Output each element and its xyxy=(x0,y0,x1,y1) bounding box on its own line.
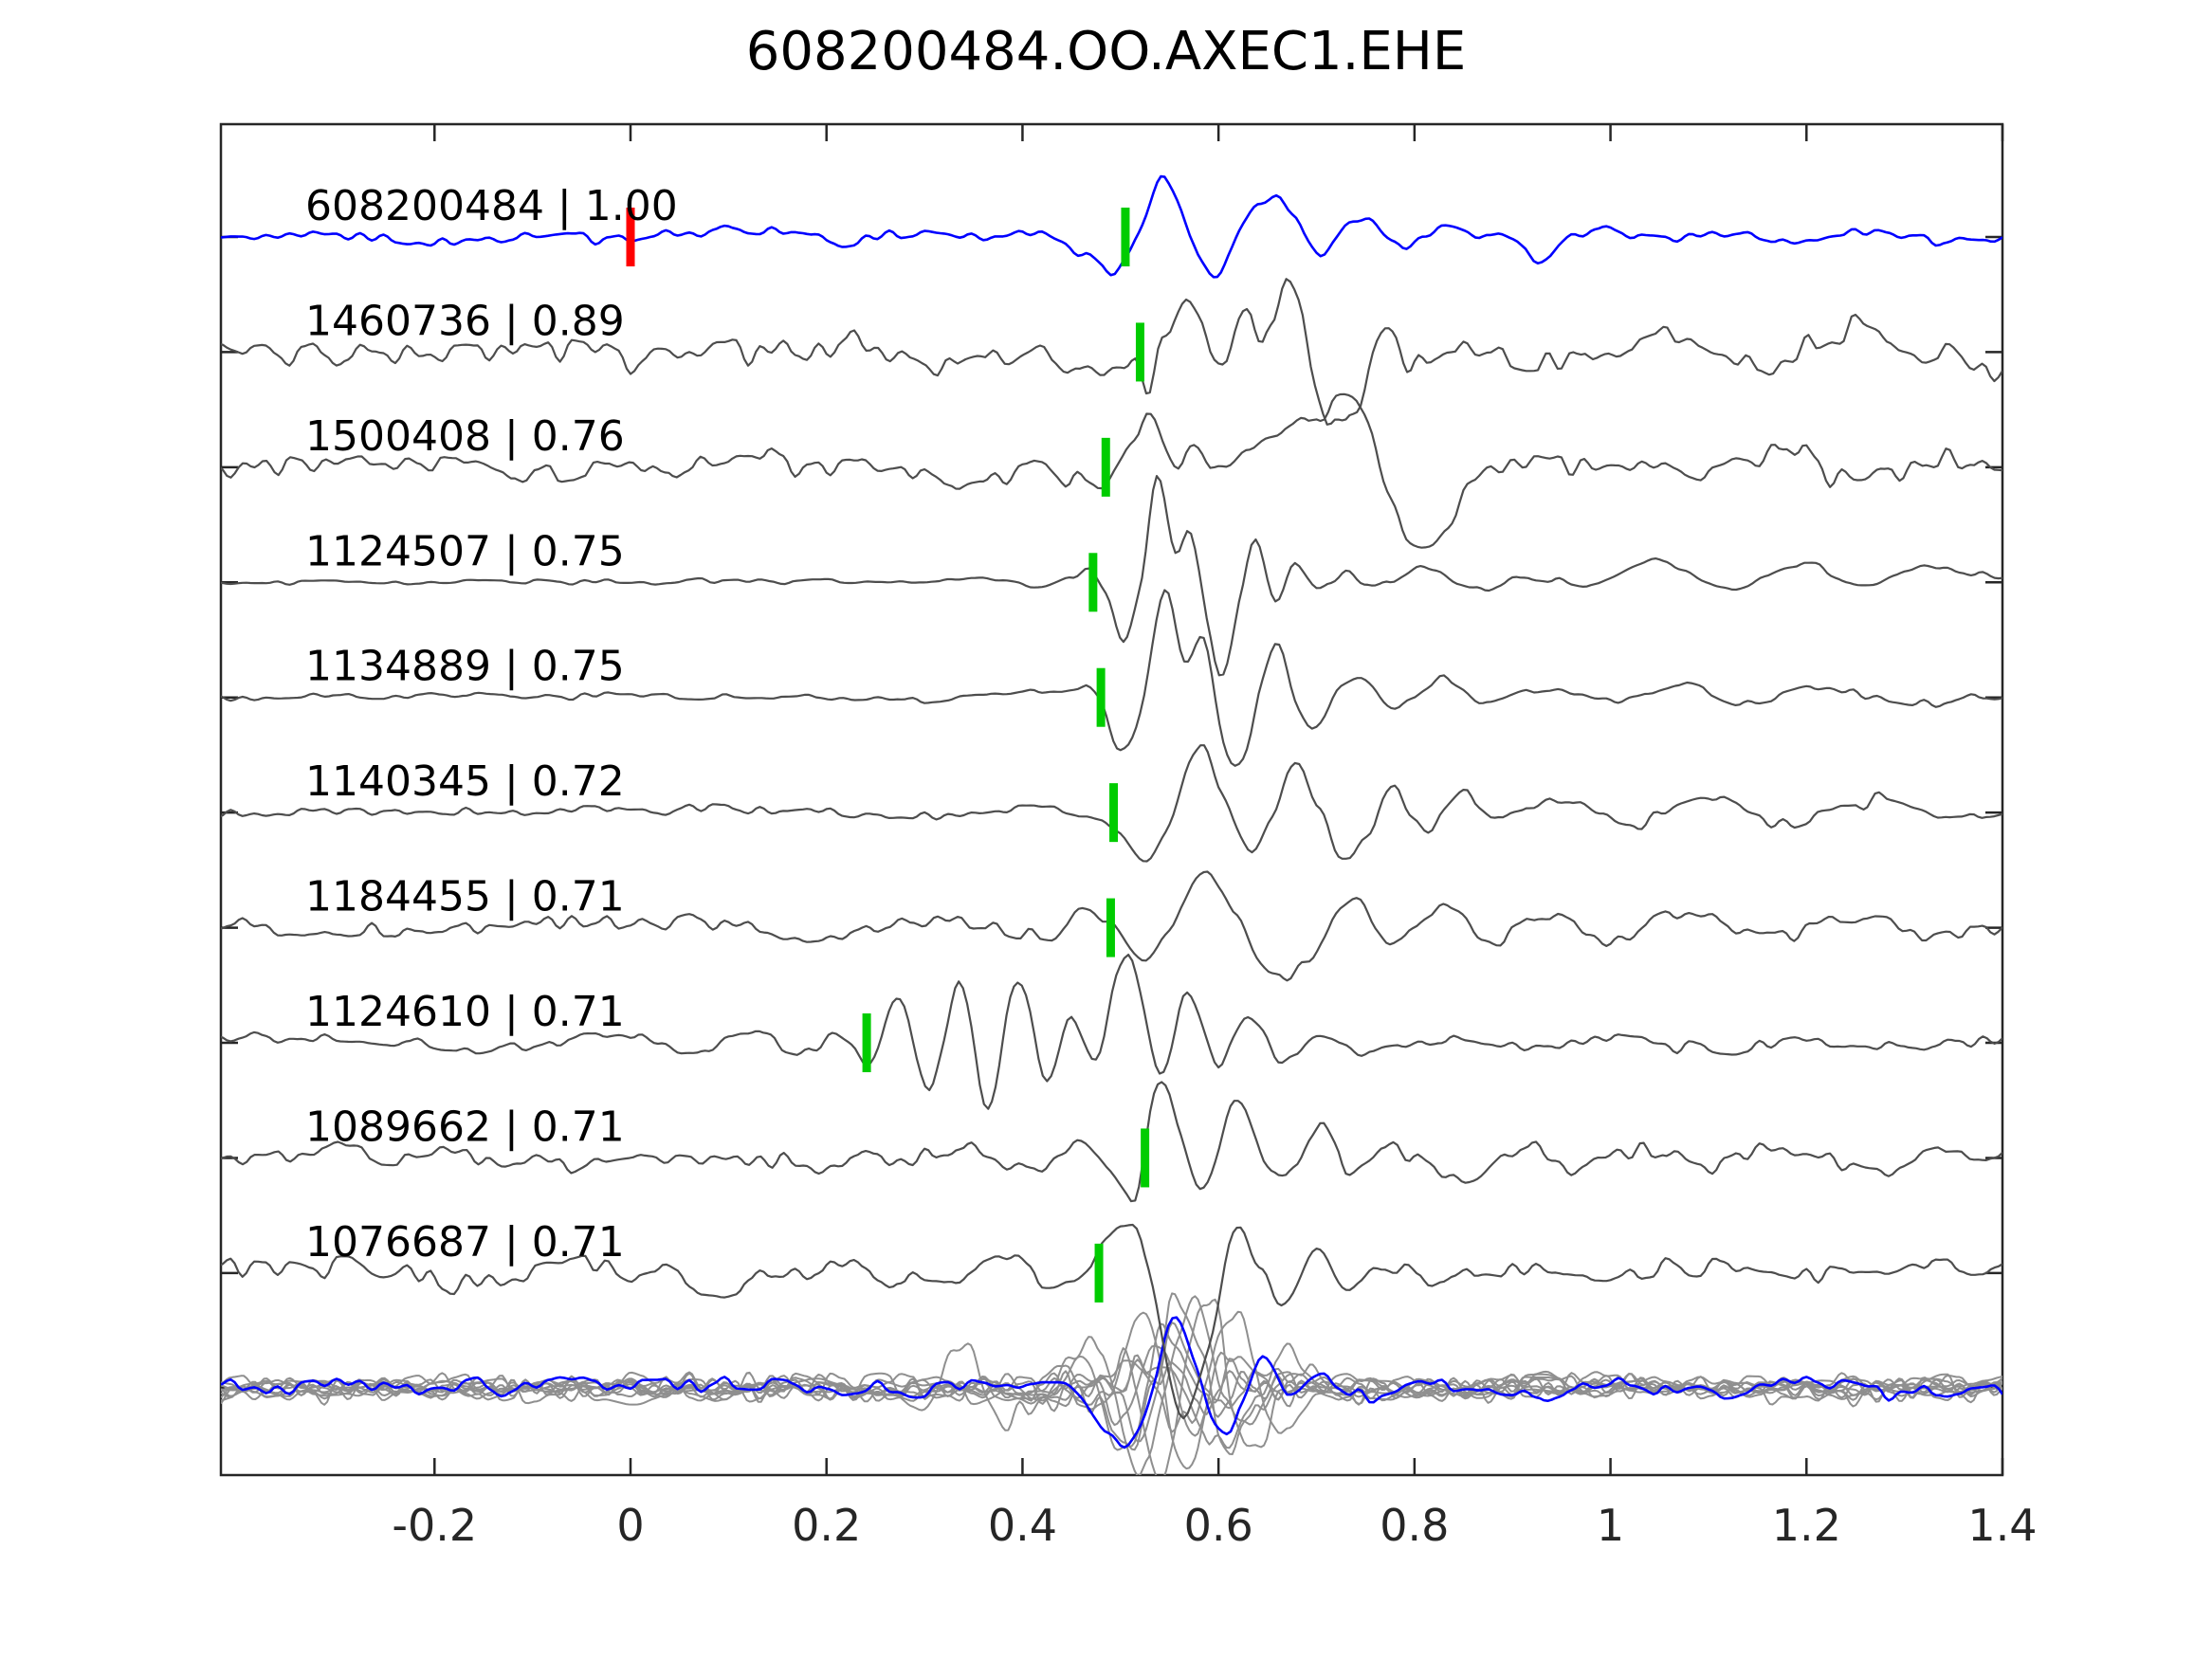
pick-marker-608200484 xyxy=(1121,208,1130,266)
x-tick-label: 0 xyxy=(616,1500,644,1551)
trace-label-1184455: 1184455 | 0.71 xyxy=(305,873,625,921)
axes-frame xyxy=(219,122,2004,1477)
pick-marker-1500408 xyxy=(1101,437,1110,497)
trace-label-1124507: 1124507 | 0.75 xyxy=(305,527,625,575)
pick-marker-1184455 xyxy=(1106,898,1115,957)
trace-label-1500408: 1500408 | 0.76 xyxy=(305,412,625,461)
trace-label-1140345: 1140345 | 0.72 xyxy=(305,757,625,806)
trace-label-608200484: 608200484 | 1.00 xyxy=(305,182,678,230)
x-tick-label: -0.2 xyxy=(392,1500,477,1551)
pick-marker-1124610 xyxy=(862,1013,871,1073)
trace-label-1089662: 1089662 | 0.71 xyxy=(305,1103,625,1151)
template-origin-marker xyxy=(626,208,635,266)
overlay-template-trace xyxy=(221,1316,2002,1449)
pick-marker-1140345 xyxy=(1109,783,1119,843)
x-tick-label: 1.4 xyxy=(1967,1500,2037,1551)
waveform-trace-1134889 xyxy=(221,589,2002,767)
waveform-trace-1460736 xyxy=(221,278,2002,426)
x-tick-label: 1 xyxy=(1597,1500,1624,1551)
waveform-trace-1500408 xyxy=(221,392,2002,549)
pick-marker-1089662 xyxy=(1141,1128,1150,1188)
trace-label-1124610: 1124610 | 0.71 xyxy=(305,988,625,1036)
pick-marker-1460736 xyxy=(1135,322,1144,382)
x-tick-label: 0.4 xyxy=(988,1500,1057,1551)
x-tick-label: 0.6 xyxy=(1184,1500,1253,1551)
trace-label-1134889: 1134889 | 0.75 xyxy=(305,643,625,691)
pick-marker-1076687 xyxy=(1094,1243,1104,1303)
waveform-trace-1124507 xyxy=(221,475,2002,677)
waveform-trace-608200484 xyxy=(221,174,2002,279)
pick-marker-1124507 xyxy=(1088,553,1098,612)
waveform-trace-1184455 xyxy=(221,870,2002,982)
overlay-detection-trace xyxy=(221,1292,2002,1455)
traces-group xyxy=(221,174,2002,1475)
waveform-trace-1076687 xyxy=(221,1223,2002,1420)
waveform-trace-1124610 xyxy=(221,954,2002,1110)
x-tick-label: 1.2 xyxy=(1772,1500,1841,1551)
x-tick-label: 0.8 xyxy=(1380,1500,1449,1551)
pick-marker-1134889 xyxy=(1096,667,1106,727)
x-tick-label: 0.2 xyxy=(792,1500,861,1551)
overlay-detection-trace xyxy=(221,1310,2002,1434)
trace-label-1460736: 1460736 | 0.89 xyxy=(305,297,625,345)
overlay-detection-trace xyxy=(221,1342,2002,1431)
plot-title: 608200484.OO.AXEC1.EHE xyxy=(745,21,1467,82)
waveform-trace-1089662 xyxy=(221,1081,2002,1203)
trace-label-1076687: 1076687 | 0.71 xyxy=(305,1218,625,1267)
